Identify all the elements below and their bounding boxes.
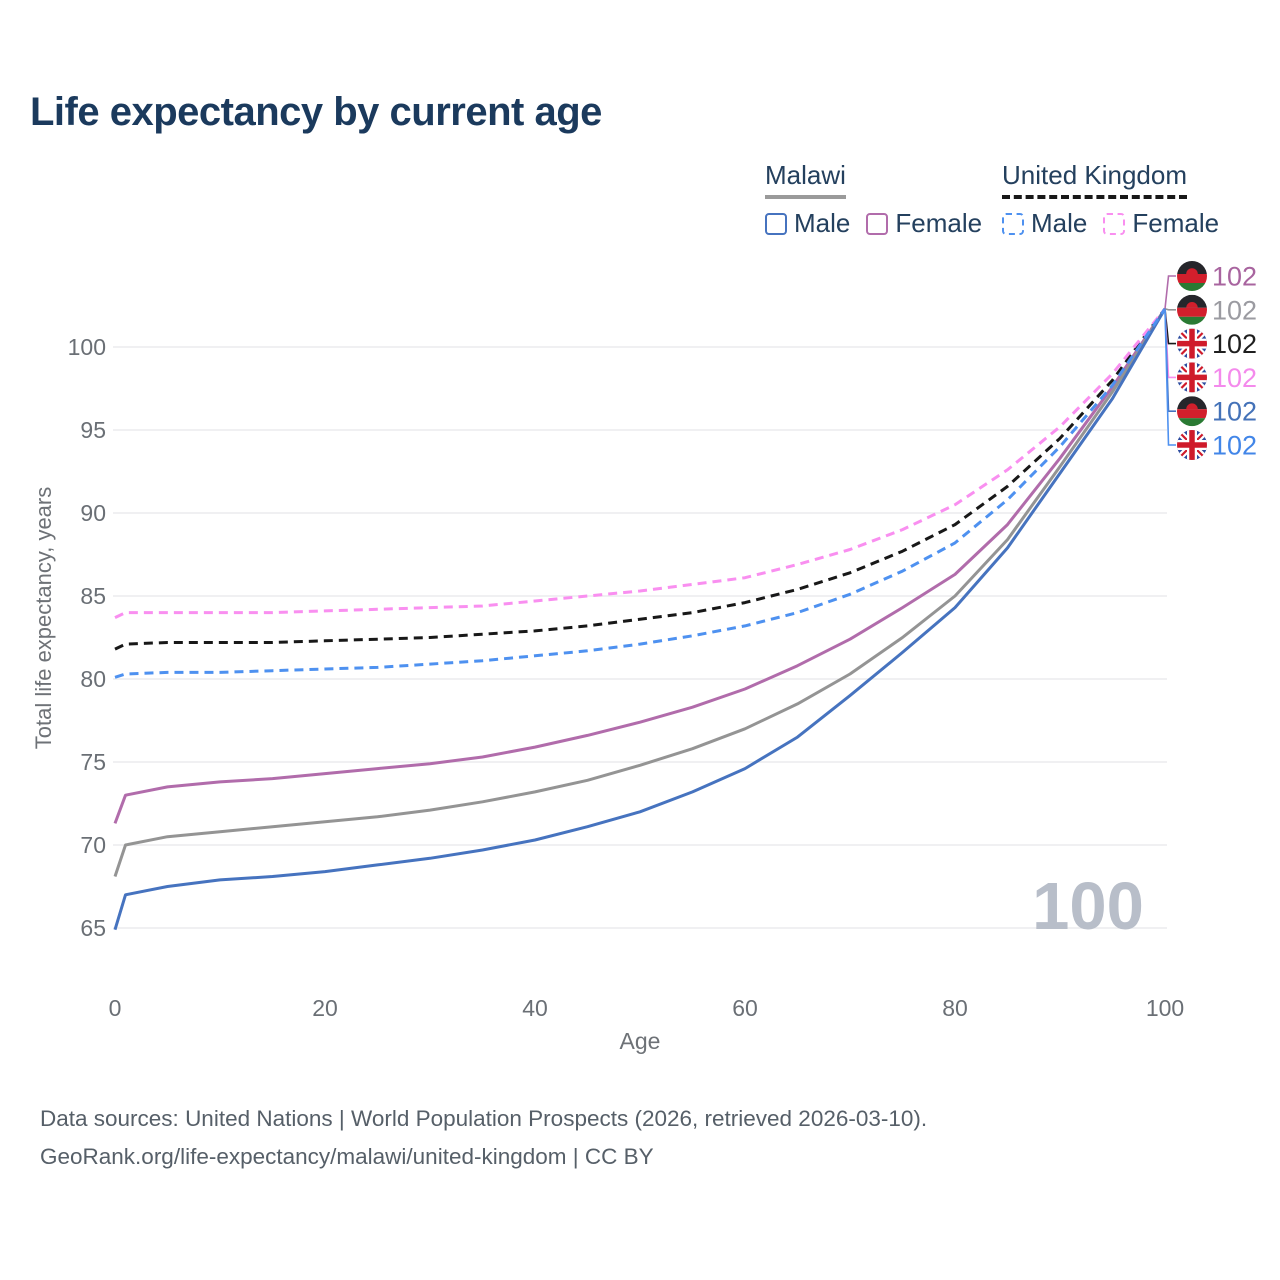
y-tick-65: 65 [80, 915, 106, 941]
series-line-uk-female[interactable] [114, 307, 1167, 619]
legend-item-uk-male[interactable]: Male [1002, 208, 1087, 239]
x-axis-title: Age [619, 1028, 661, 1054]
legend-items-malawi: Male Female [765, 208, 982, 239]
series-line-uk-male[interactable] [114, 307, 1167, 679]
y-tick-85: 85 [80, 583, 106, 609]
leader-line-malawi-both [1164, 308, 1176, 311]
series-line-malawi-female[interactable] [113, 307, 1167, 824]
series-line-malawi-both[interactable] [113, 307, 1167, 877]
x-tick-60: 60 [732, 995, 758, 1021]
y-tick-100: 100 [68, 334, 106, 360]
legend-label-malawi-male: Male [794, 208, 851, 238]
series-line-malawi-male[interactable] [113, 308, 1167, 931]
end-label-malawi-both: 102 [1212, 295, 1257, 325]
legend-items-united-kingdom: Male Female [1002, 208, 1219, 239]
x-tick-0: 0 [109, 995, 122, 1021]
x-tick-40: 40 [522, 995, 548, 1021]
legend-swatch-malawi-male [765, 212, 787, 235]
leader-line-malawi-female [1164, 275, 1176, 309]
uk-flag-icon [1177, 362, 1207, 393]
y-axis-title: Total life expectancy, years [31, 486, 56, 750]
legend-label-uk-male: Male [1031, 208, 1088, 238]
y-tick-95: 95 [80, 417, 106, 443]
y-tick-90: 90 [80, 500, 106, 526]
malawi-flag-icon [1177, 294, 1207, 325]
legend-item-uk-female[interactable]: Female [1103, 208, 1219, 239]
y-tick-75: 75 [80, 749, 106, 775]
legend-label-malawi-female: Female [895, 208, 983, 238]
data-sources-note: Data sources: United Nations | World Pop… [40, 1106, 928, 1131]
legend-group-united-kingdom: United Kingdom Male Female [1002, 160, 1219, 239]
legend-item-malawi-male[interactable]: Male [765, 208, 850, 239]
x-tick-80: 80 [942, 995, 968, 1021]
legend-country-malawi[interactable]: Malawi [765, 160, 846, 199]
end-label-malawi-female: 102 [1212, 262, 1257, 292]
end-label-uk-female: 102 [1212, 363, 1257, 393]
georank-attribution-link[interactable]: GeoRank.org/life-expectancy/malawi/unite… [40, 1144, 654, 1169]
current-age-watermark: 100 [1032, 869, 1144, 944]
legend-group-malawi: Malawi Male Female [765, 160, 982, 239]
leader-line-uk-male [1164, 308, 1176, 446]
legend-country-united-kingdom[interactable]: United Kingdom [1002, 160, 1187, 199]
legend-swatch-uk-male [1002, 212, 1024, 235]
page-title: Life expectancy by current age [30, 90, 602, 134]
legend-label-uk-female: Female [1132, 208, 1220, 238]
legend-item-malawi-female[interactable]: Female [866, 208, 982, 239]
uk-flag-icon [1177, 328, 1207, 359]
malawi-flag-icon [1177, 261, 1207, 291]
y-tick-80: 80 [80, 666, 106, 692]
malawi-flag-icon [1177, 396, 1207, 427]
x-tick-20: 20 [312, 995, 338, 1021]
uk-flag-icon [1177, 430, 1207, 460]
end-label-uk-male: 102 [1212, 431, 1257, 461]
y-tick-70: 70 [80, 832, 106, 858]
end-label-malawi-male: 102 [1212, 397, 1257, 427]
legend-swatch-uk-female [1103, 212, 1126, 235]
x-tick-100: 100 [1146, 995, 1184, 1021]
legend-swatch-malawi-female [866, 212, 889, 235]
series-line-uk-both[interactable] [114, 307, 1167, 651]
end-label-uk-both: 102 [1212, 329, 1257, 359]
